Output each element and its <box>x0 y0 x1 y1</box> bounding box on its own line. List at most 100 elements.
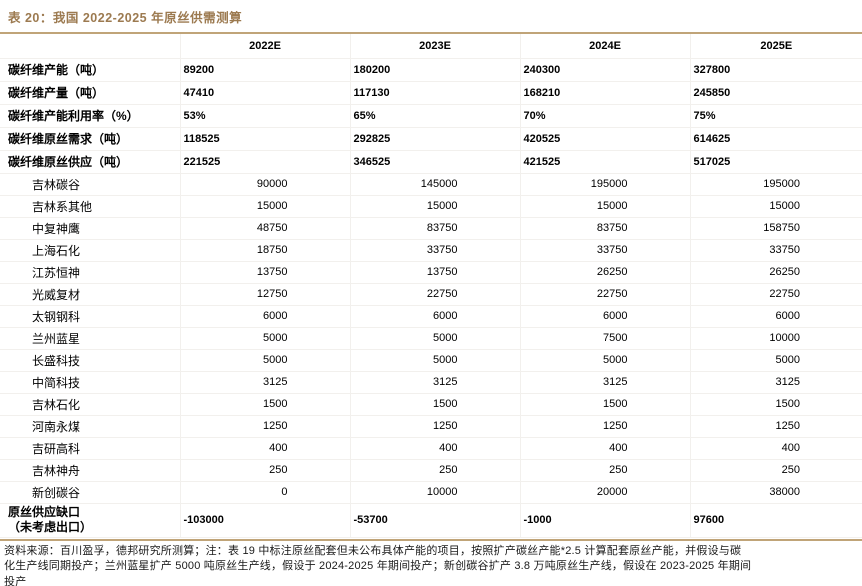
table-row: 上海石化 18750 33750 33750 33750 <box>0 239 862 262</box>
cell-value: 89200 <box>179 58 350 82</box>
row-label: 碳纤维原丝供应（吨） <box>0 150 180 174</box>
footnote-line: 投产 <box>4 575 27 586</box>
title-rule <box>0 32 862 34</box>
table-row: 吉林神舟 250 250 250 250 <box>0 459 862 482</box>
cell-value: 292825 <box>349 127 520 151</box>
cell-value: -53700 <box>349 503 520 538</box>
table-row: 吉林碳谷 90000 145000 195000 195000 <box>0 173 862 196</box>
cell-value: 13750 <box>179 261 350 284</box>
cell-value: 75% <box>689 104 862 128</box>
cell-value: 400 <box>519 437 690 460</box>
cell-value: 3125 <box>689 371 862 394</box>
cell-value: 1250 <box>689 415 862 438</box>
cell-value: 221525 <box>179 150 350 174</box>
cell-value: 180200 <box>349 58 520 82</box>
label-column-header <box>0 34 180 59</box>
cell-value: 195000 <box>689 173 862 196</box>
row-label: 吉林神舟 <box>0 459 180 482</box>
table-header-row: 2022E 2023E 2024E 2025E <box>0 34 862 59</box>
table-row: 长盛科技 5000 5000 5000 5000 <box>0 349 862 372</box>
supply-demand-table: 2022E 2023E 2024E 2025E 碳纤维产能（吨） 89200 180… <box>0 34 862 538</box>
year-header-2023: 2023E <box>349 34 520 59</box>
row-label: 江苏恒神 <box>0 261 180 284</box>
cell-value: 33750 <box>689 239 862 262</box>
cell-value: 195000 <box>519 173 690 196</box>
cell-value: 26250 <box>689 261 862 284</box>
footnote-line: 资料来源：百川盈孚，德邦研究所测算；注：表 19 中标注原丝配套但未公布具体产能… <box>4 544 742 557</box>
cell-value: 240300 <box>519 58 690 82</box>
cell-value: 5000 <box>349 327 520 350</box>
row-label: 新创碳谷 <box>0 481 180 504</box>
table-title: 表 20：我国 2022-2025 年原丝供需测算 <box>8 11 243 25</box>
row-label: 碳纤维产能利用率（%） <box>0 104 180 128</box>
year-header-2022: 2022E <box>179 34 350 59</box>
cell-value: 0 <box>179 481 350 504</box>
cell-value: 22750 <box>349 283 520 306</box>
row-label: 吉林石化 <box>0 393 180 416</box>
cell-value: 420525 <box>519 127 690 151</box>
row-label: 兰州蓝星 <box>0 327 180 350</box>
cell-value: 1250 <box>349 415 520 438</box>
row-label: 碳纤维产能（吨） <box>0 58 180 82</box>
row-label: 太钢钢科 <box>0 305 180 328</box>
cell-value: 118525 <box>179 127 350 151</box>
row-label: 吉林系其他 <box>0 195 180 218</box>
cell-value: 6000 <box>689 305 862 328</box>
cell-value: 48750 <box>179 217 350 240</box>
cell-value: -1000 <box>519 503 690 538</box>
table-row: 吉林系其他 15000 15000 15000 15000 <box>0 195 862 218</box>
cell-value: 15000 <box>689 195 862 218</box>
footnote-rule <box>0 538 862 541</box>
gap-row-label-line1: 原丝供应缺口 <box>8 505 81 519</box>
cell-value: 15000 <box>179 195 350 218</box>
table-row: 兰州蓝星 5000 5000 7500 10000 <box>0 327 862 350</box>
cell-value: 5000 <box>179 327 350 350</box>
footnote: 资料来源：百川盈孚，德邦研究所测算；注：表 19 中标注原丝配套但未公布具体产能… <box>0 541 862 586</box>
table-row: 新创碳谷 0 10000 20000 38000 <box>0 481 862 504</box>
cell-value: 158750 <box>689 217 862 240</box>
year-header-2024: 2024E <box>519 34 690 59</box>
cell-value: 83750 <box>519 217 690 240</box>
cell-value: 1250 <box>179 415 350 438</box>
row-label: 中简科技 <box>0 371 180 394</box>
cell-value: 22750 <box>689 283 862 306</box>
cell-value: 517025 <box>689 150 862 174</box>
cell-value: 250 <box>349 459 520 482</box>
cell-value: 6000 <box>519 305 690 328</box>
row-label: 河南永煤 <box>0 415 180 438</box>
table-row: 江苏恒神 13750 13750 26250 26250 <box>0 261 862 284</box>
cell-value: 13750 <box>349 261 520 284</box>
cell-value: 18750 <box>179 239 350 262</box>
row-label: 吉林碳谷 <box>0 173 180 196</box>
cell-value: 10000 <box>349 481 520 504</box>
row-label: 中复神鹰 <box>0 217 180 240</box>
cell-value: 400 <box>349 437 520 460</box>
cell-value: 250 <box>519 459 690 482</box>
row-label: 长盛科技 <box>0 349 180 372</box>
table-row: 吉林石化 1500 1500 1500 1500 <box>0 393 862 416</box>
cell-value: 10000 <box>689 327 862 350</box>
cell-value: 5000 <box>349 349 520 372</box>
cell-value: 3125 <box>519 371 690 394</box>
table-row: 碳纤维产能（吨） 89200 180200 240300 327800 <box>0 58 862 82</box>
cell-value: 400 <box>179 437 350 460</box>
cell-value: 5000 <box>179 349 350 372</box>
cell-value: 7500 <box>519 327 690 350</box>
cell-value: 97600 <box>689 503 862 538</box>
table-row: 中简科技 3125 3125 3125 3125 <box>0 371 862 394</box>
cell-value: 5000 <box>519 349 690 372</box>
cell-value: 6000 <box>179 305 350 328</box>
cell-value: 250 <box>689 459 862 482</box>
table-row: 碳纤维原丝需求（吨） 118525 292825 420525 614625 <box>0 127 862 151</box>
row-label: 吉研高科 <box>0 437 180 460</box>
cell-value: 53% <box>179 104 350 128</box>
cell-value: 12750 <box>179 283 350 306</box>
cell-value: 65% <box>349 104 520 128</box>
cell-value: 1500 <box>519 393 690 416</box>
cell-value: 1250 <box>519 415 690 438</box>
footnote-line: 化生产线同期投产；兰州蓝星扩产 5000 吨原丝生产线，假设于 2024-202… <box>4 560 752 572</box>
cell-value: 22750 <box>519 283 690 306</box>
cell-value: 145000 <box>349 173 520 196</box>
cell-value: 1500 <box>349 393 520 416</box>
gap-row-label: 原丝供应缺口 （未考虑出口） <box>0 503 180 538</box>
